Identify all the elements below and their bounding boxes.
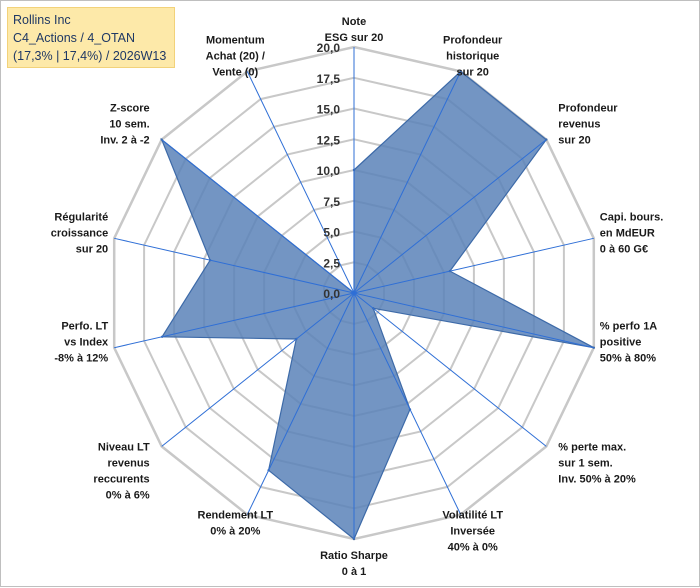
spoke-6 — [353, 292, 462, 515]
category-label-8: Rendement LT 0% à 20% — [198, 510, 274, 538]
spoke-9 — [161, 292, 355, 447]
category-label-line: 50% à 80% — [600, 353, 656, 365]
category-label-line: Volatilité LT — [442, 510, 503, 522]
category-label-line: 0% à 6% — [106, 489, 150, 501]
portfolio-category: C4_Actions / 4_OTAN — [13, 31, 136, 45]
category-label-line: ESG sur 20 — [325, 32, 384, 44]
spoke-8 — [246, 292, 355, 515]
category-labels: Note ESG sur 20 Profondeur historique sur 20… — [51, 16, 664, 578]
performance-period: (17,3% | 17,4%) / 2026W13 — [13, 49, 167, 63]
category-label-line: Inv. 50% à 20% — [558, 473, 636, 485]
category-label-line: revenus — [107, 457, 149, 469]
category-label-line: Régularité — [54, 211, 108, 223]
category-label-9: Niveau LT revenus reccurents 0% à 6% — [93, 441, 150, 501]
category-label-12: Z-score 10 sem. Inv. 2 à -2 — [100, 103, 149, 147]
tick-label-6: 15,0 — [317, 103, 341, 117]
category-label-6: Volatilité LT Inversée 40% à 0% — [442, 510, 503, 554]
category-label-line: Profondeur — [443, 34, 503, 46]
tick-label-3: 7,5 — [323, 195, 340, 209]
category-label-line: 0 à 1 — [342, 566, 366, 578]
company-name: Rollins Inc — [13, 13, 71, 27]
spoke-13 — [246, 71, 355, 294]
category-label-line: % perte max. — [558, 441, 626, 453]
category-label-1: Profondeur historique sur 20 — [443, 34, 503, 78]
category-label-line: positive — [600, 337, 642, 349]
tick-label-1: 2,5 — [323, 256, 340, 270]
category-label-line: Capi. bours. — [600, 211, 664, 223]
spoke-10 — [114, 292, 355, 349]
tick-label-4: 10,0 — [317, 164, 341, 178]
category-label-2: Profondeur revenus sur 20 — [558, 103, 618, 147]
category-label-7: Ratio Sharpe 0 à 1 — [320, 550, 388, 578]
category-label-11: Régularité croissance sur 20 — [51, 211, 108, 255]
spoke-12 — [161, 139, 355, 294]
category-label-line: Achat (20) / — [206, 50, 265, 62]
tick-label-0: 0,0 — [323, 287, 340, 301]
radial-tick-labels: 0,0 2,5 5,0 7,5 10,0 12,5 15,0 17,5 20,0 — [317, 41, 341, 301]
category-label-line: croissance — [51, 227, 108, 239]
spoke-11 — [114, 237, 355, 294]
series-area-0 — [160, 70, 595, 540]
category-label-line: -8% à 12% — [54, 353, 108, 365]
category-label-line: sur 1 sem. — [558, 457, 612, 469]
category-label-line: sur 20 — [558, 135, 590, 147]
category-label-line: vs Index — [64, 337, 109, 349]
category-label-3: Capi. bours. en MdEUR 0 à 60 G€ — [600, 211, 664, 255]
radar-series — [160, 70, 595, 541]
category-label-line: Momentum — [206, 34, 265, 46]
spoke-5 — [353, 292, 547, 447]
category-label-line: 0 à 60 G€ — [600, 243, 648, 255]
category-label-line: Inversée — [450, 526, 495, 538]
spoke-4 — [353, 292, 594, 349]
spoke-3 — [353, 237, 594, 294]
spoke-2 — [353, 139, 547, 294]
category-label-line: 40% à 0% — [448, 542, 498, 554]
spoke-1 — [353, 71, 462, 294]
category-label-13: Momentum Achat (20) / Vente (0) — [206, 34, 265, 78]
category-label-line: 10 sem. — [109, 119, 149, 131]
tick-label-5: 12,5 — [317, 133, 341, 147]
category-label-line: sur 20 — [76, 243, 108, 255]
category-label-line: sur 20 — [456, 66, 488, 78]
category-label-line: historique — [446, 50, 499, 62]
category-label-line: Perfo. LT — [61, 321, 108, 333]
category-label-line: revenus — [558, 119, 600, 131]
category-label-line: Profondeur — [558, 103, 618, 115]
chart-title-box: Rollins Inc C4_Actions / 4_OTAN (17,3% |… — [7, 7, 175, 68]
category-label-5: % perte max. sur 1 sem. Inv. 50% à 20% — [558, 441, 636, 485]
category-label-0: Note ESG sur 20 — [325, 16, 384, 44]
category-label-line: Niveau LT — [98, 441, 150, 453]
tick-label-8: 20,0 — [317, 41, 341, 55]
category-label-line: % perfo 1A — [600, 321, 658, 333]
category-label-line: Ratio Sharpe — [320, 550, 388, 562]
category-label-4: % perfo 1A positive 50% à 80% — [600, 321, 658, 365]
tick-label-7: 17,5 — [317, 72, 341, 86]
tick-label-2: 5,0 — [323, 226, 340, 240]
category-label-10: Perfo. LT vs Index -8% à 12% — [54, 321, 109, 365]
radar-spokes — [114, 47, 594, 539]
category-label-line: en MdEUR — [600, 227, 655, 239]
category-label-line: Vente (0) — [212, 66, 258, 78]
category-label-line: Note — [342, 16, 366, 28]
category-label-line: Rendement LT — [198, 510, 274, 522]
category-label-line: reccurents — [93, 473, 149, 485]
category-label-line: Inv. 2 à -2 — [100, 135, 149, 147]
category-label-line: 0% à 20% — [210, 526, 260, 538]
category-label-line: Z-score — [110, 103, 150, 115]
